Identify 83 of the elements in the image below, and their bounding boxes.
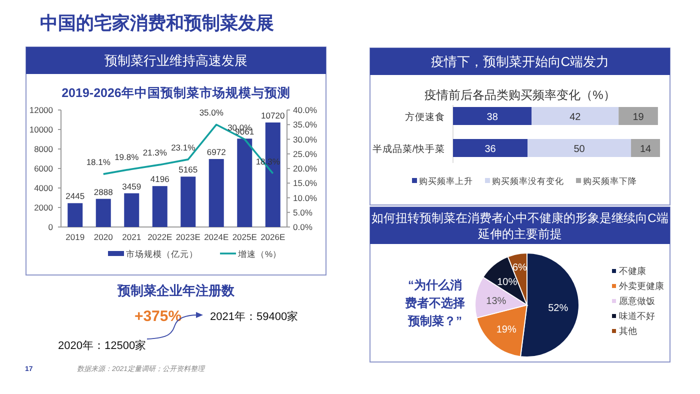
data-label: 14 bbox=[640, 144, 652, 155]
y-tick-label: 4000 bbox=[34, 183, 54, 193]
data-label: 50 bbox=[574, 144, 586, 155]
x-tick-label: 2023E bbox=[176, 232, 201, 242]
y2-tick-label: 0.0% bbox=[293, 222, 313, 232]
bar bbox=[528, 139, 632, 157]
legend-label: 其他 bbox=[619, 326, 637, 336]
bar bbox=[618, 107, 658, 125]
chart-title: 疫情前后各品类购买频率变化（%） bbox=[424, 88, 616, 102]
bar bbox=[453, 107, 532, 125]
x-tick-label: 2019 bbox=[66, 232, 85, 242]
y-tick-label: 8000 bbox=[34, 144, 54, 154]
data-label: 10720 bbox=[261, 110, 285, 120]
legend-label: 外卖更健康 bbox=[619, 281, 664, 291]
bar bbox=[453, 139, 528, 157]
legend-label: 味道不好 bbox=[619, 311, 655, 321]
data-label: 19 bbox=[632, 112, 644, 123]
data-label: 19.8% bbox=[114, 152, 140, 162]
y2-tick-label: 15.0% bbox=[293, 178, 318, 188]
data-label: 36 bbox=[484, 144, 496, 155]
bar bbox=[237, 138, 252, 227]
bar bbox=[208, 159, 224, 227]
y2-tick-label: 25.0% bbox=[293, 148, 318, 159]
data-label: 10% bbox=[497, 276, 518, 288]
y-tick-label: 半成品菜/快手菜 bbox=[372, 143, 445, 155]
y-tick-label: 6000 bbox=[34, 164, 54, 174]
data-label: 2445 bbox=[66, 191, 85, 202]
data-label: 6972 bbox=[206, 147, 226, 158]
legend-label: 不健康 bbox=[619, 266, 646, 276]
bar bbox=[68, 203, 83, 227]
y2-tick-label: 30.0% bbox=[293, 134, 318, 144]
data-label: 23.1% bbox=[171, 142, 196, 152]
data-label: 3459 bbox=[122, 181, 142, 192]
text: 2021年：59400家 bbox=[210, 310, 298, 323]
x-tick-label: 2025E bbox=[232, 232, 258, 242]
chart-subtitle: 如何扭转预制菜在消费者心中不健康的形象是继续向C端延伸的主要前提 bbox=[372, 211, 668, 241]
bar bbox=[96, 198, 111, 227]
data-label: 4196 bbox=[150, 174, 170, 184]
y-tick-label: 方便速食 bbox=[405, 111, 445, 123]
bar bbox=[124, 193, 140, 227]
y2-tick-label: 5.0% bbox=[293, 207, 313, 218]
legend-label: 市场规模（亿元） bbox=[126, 249, 198, 259]
bar bbox=[532, 107, 619, 125]
bar bbox=[152, 186, 168, 227]
data-label: 19% bbox=[496, 324, 516, 336]
y-tick-label: 2000 bbox=[34, 202, 54, 212]
x-tick-label: 2022E bbox=[148, 232, 172, 242]
x-tick-label: 2024E bbox=[204, 232, 229, 242]
y-tick-label: 10000 bbox=[29, 124, 54, 134]
data-label: 52% bbox=[548, 302, 568, 314]
legend-label: 购买频率没有变化 bbox=[492, 176, 564, 186]
y2-tick-label: 10.0% bbox=[293, 192, 318, 203]
data-label: 38 bbox=[486, 112, 498, 123]
data-label: 42 bbox=[570, 112, 582, 123]
x-tick-label: 2020 bbox=[94, 232, 114, 242]
legend-label: 愿意做饭 bbox=[619, 296, 655, 306]
data-label: 18.1% bbox=[86, 157, 111, 168]
y2-tick-label: 20.0% bbox=[293, 164, 318, 174]
x-tick-label: 2021 bbox=[122, 232, 142, 242]
data-label: 5165 bbox=[178, 164, 198, 175]
legend-label: 增速（%） bbox=[237, 249, 282, 259]
legend-label: 购买频率下降 bbox=[583, 176, 637, 186]
chart-subtitle: 预制菜行业维持高速发展 bbox=[104, 53, 248, 68]
text: +375% bbox=[134, 308, 182, 325]
text: 中国的宅家消费和预制菜发展 bbox=[40, 13, 274, 33]
text: 2020年：12500家 bbox=[58, 339, 146, 352]
chart-subtitle: 疫情下，预制菜开始向C端发力 bbox=[430, 54, 610, 69]
y-tick-label: 0 bbox=[48, 222, 54, 232]
data-label: 13% bbox=[486, 296, 506, 308]
data-label: 2888 bbox=[94, 186, 114, 197]
bar bbox=[631, 139, 660, 157]
x-tick-label: 2026E bbox=[260, 232, 286, 242]
y-tick-label: 12000 bbox=[29, 105, 54, 115]
data-label: 6% bbox=[512, 262, 528, 274]
data-label: 35.0% bbox=[199, 108, 224, 118]
chart-title: 2019-2026年中国预制菜市场规模与预测 bbox=[62, 85, 290, 100]
y2-tick-label: 35.0% bbox=[293, 120, 318, 130]
y2-tick-label: 40.0% bbox=[293, 105, 318, 115]
data-label: 21.3% bbox=[142, 148, 168, 158]
bar bbox=[180, 176, 196, 227]
legend-label: 购买频率上升 bbox=[419, 176, 473, 186]
text: 预制菜企业年注册数 bbox=[116, 283, 236, 298]
text: “为什么消费者不选择预制菜？” bbox=[404, 278, 465, 328]
